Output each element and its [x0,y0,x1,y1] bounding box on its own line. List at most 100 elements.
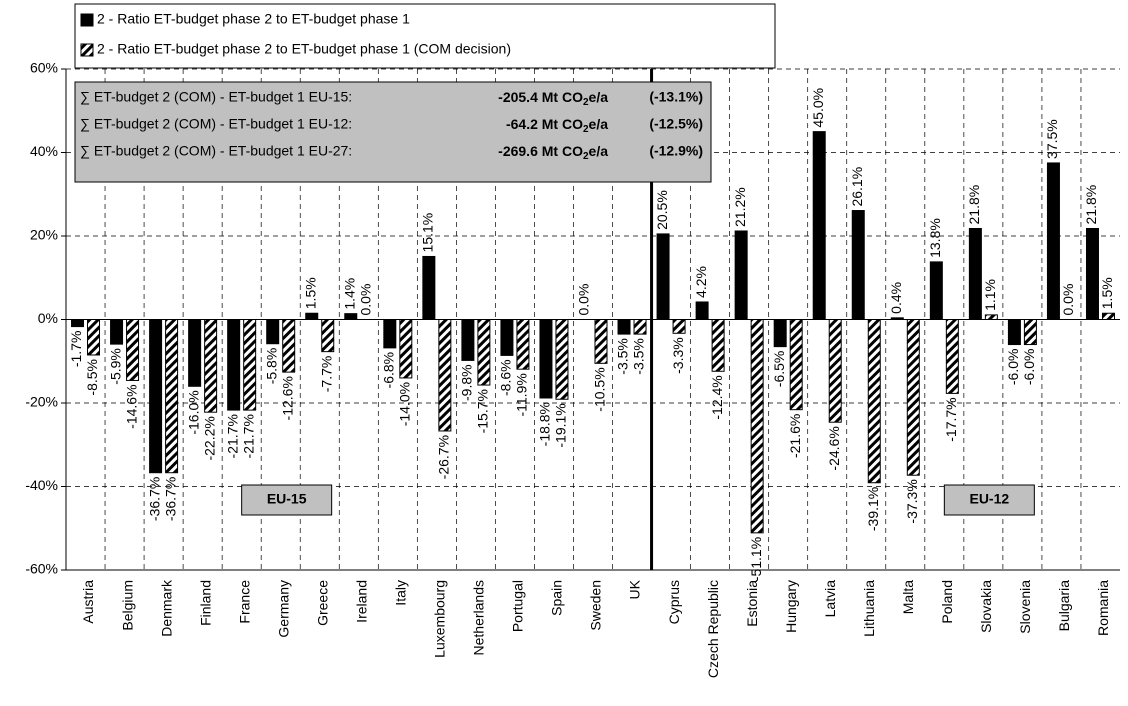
amount: -64.2 Mt CO [506,116,583,132]
value-label: -37.3% [904,479,920,523]
bar [984,314,998,321]
bar [929,261,943,321]
annotation-label: ∑ ET-budget 2 (COM) - ET-budget 1 EU-12: [80,116,352,132]
value-label: -6.0% [1005,349,1021,386]
x-tick-label: Sweden [588,580,604,631]
value-label: 21.2% [732,187,748,227]
value-label: -19.1% [553,403,569,447]
value-label: -12.6% [279,376,295,420]
bar [1023,319,1037,346]
bar [477,319,491,386]
bar [1007,319,1021,346]
value-label: -36.7% [146,477,162,521]
value-label: -26.7% [436,435,452,479]
bar [633,319,647,335]
value-label: -6.0% [1021,349,1037,386]
legend-swatch [80,43,94,57]
x-tick-label: Austria [80,580,96,624]
bar [945,319,959,394]
x-tick-label: Luxembourg [432,580,448,658]
group-box [943,484,1035,516]
bar [1046,162,1060,320]
value-label: -15.7% [475,389,491,433]
value-label: -1.7% [68,331,84,368]
annotation-box [74,81,712,183]
bar [867,319,881,484]
x-tick-label: France [236,580,252,624]
bar [555,319,569,400]
value-label: 1.1% [982,279,998,311]
value-label: -10.5% [592,367,608,411]
value-label: 15.1% [420,213,436,253]
value-label: -12.4% [709,375,725,419]
x-tick-label: Greece [314,580,330,626]
value-label: 4.2% [693,266,709,298]
x-tick-label: Slovenia [1017,580,1033,634]
value-label: -21.7% [240,414,256,458]
bar [305,312,319,320]
bar [656,233,670,321]
bar [617,319,631,335]
value-label: 26.1% [849,167,865,207]
bar [87,319,101,356]
bar [828,319,842,423]
x-tick-label: Italy [393,580,409,606]
bar [890,317,904,320]
value-label: -16.0% [185,390,201,434]
value-label: -21.6% [787,414,803,458]
bar [812,131,826,320]
y-tick-label: -60% [25,561,58,577]
annotation-share: (-12.9%) [649,143,703,159]
x-tick-label: Bulgaria [1056,580,1072,632]
bar [438,319,452,432]
x-tick-label: Ireland [353,580,369,623]
x-tick-label: Hungary [783,580,799,633]
bar [461,319,475,361]
annotation-amount: -205.4 Mt CO2e/a [498,89,608,108]
x-tick-label: UK [627,579,643,599]
bar [188,319,202,387]
bar [695,301,709,320]
bar [906,319,920,476]
bar [282,319,296,373]
bar [422,255,436,320]
unit: e/a [589,116,609,132]
x-tick-label: Czech Republic [705,580,721,678]
value-label: -36.7% [162,477,178,521]
x-tick-label: Denmark [158,579,174,637]
bar [750,319,764,534]
bar [110,319,124,345]
value-label: -8.6% [498,359,514,396]
value-label: -6.5% [771,351,787,388]
value-label: -24.6% [826,426,842,470]
value-label: -3.5% [615,338,631,375]
x-tick-label: Finland [197,580,213,626]
value-label: 1.5% [302,277,318,309]
value-label: -7.7% [318,356,334,393]
x-tick-label: Latvia [822,580,838,618]
value-label: 1.5% [1099,277,1115,309]
x-tick-label: Cyprus [666,580,682,624]
value-label: -9.8% [459,364,475,401]
value-label: -14.0% [397,382,413,426]
bar [165,319,179,474]
value-label: 20.5% [654,190,670,230]
value-label: 37.5% [1044,119,1060,159]
value-label: 1.4% [341,278,357,310]
y-tick-label: 40% [30,143,58,159]
bar [594,319,608,364]
value-label: 0.0% [576,284,592,316]
bar [773,319,787,348]
unit: e/a [589,89,609,105]
bar [126,319,140,381]
value-label: -51.1% [748,537,764,581]
value-label: -6.8% [381,352,397,389]
bar [321,319,335,353]
value-label: 0.4% [888,282,904,314]
bar [149,319,163,474]
annotation-share: (-12.5%) [649,116,703,132]
bar [71,319,85,328]
group-box [241,484,333,516]
value-label: -3.5% [631,338,647,375]
